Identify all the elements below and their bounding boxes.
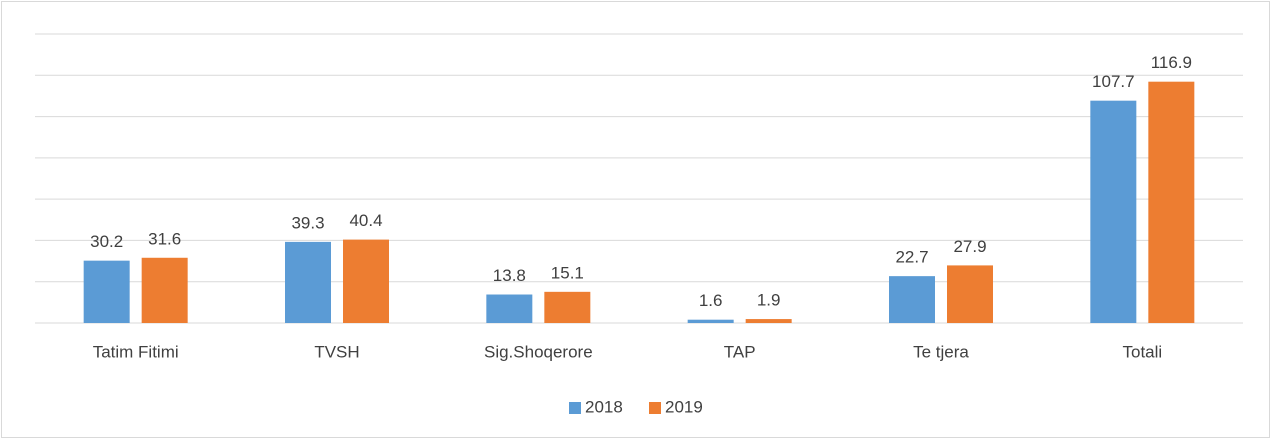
data-label: 1.6 xyxy=(699,291,723,310)
bar xyxy=(947,265,993,323)
bar xyxy=(486,294,533,323)
bar xyxy=(285,241,331,323)
x-tick-label: TVSH xyxy=(314,342,359,361)
x-tick-label: Te tjera xyxy=(913,342,969,361)
bar xyxy=(544,291,591,323)
bar xyxy=(141,257,188,323)
bar xyxy=(1090,100,1137,324)
data-label: 107.7 xyxy=(1092,72,1135,91)
bar xyxy=(687,319,734,323)
bar xyxy=(1148,81,1195,323)
x-tick-label: TAP xyxy=(724,342,756,361)
data-label: 1.9 xyxy=(757,291,781,310)
x-tick-label: Totali xyxy=(1122,342,1162,361)
x-tick-label: Tatim Fitimi xyxy=(93,342,179,361)
data-label: 31.6 xyxy=(148,229,181,248)
data-label: 40.4 xyxy=(349,211,382,230)
x-tick-label: Sig.Shoqerore xyxy=(484,342,593,361)
legend-swatch xyxy=(569,402,581,414)
data-label: 22.7 xyxy=(895,248,928,267)
legend-swatch xyxy=(649,402,661,414)
data-label: 30.2 xyxy=(90,232,123,251)
data-label: 116.9 xyxy=(1151,53,1192,72)
bar xyxy=(745,319,792,323)
bar xyxy=(343,239,389,323)
chart-frame xyxy=(1,1,1270,438)
legend-label: 2019 xyxy=(665,397,703,416)
data-label: 39.3 xyxy=(291,213,324,232)
data-label: 13.8 xyxy=(493,266,526,285)
bar xyxy=(889,276,935,323)
data-label: 15.1 xyxy=(551,263,584,282)
bar xyxy=(83,260,130,323)
data-label: 27.9 xyxy=(953,237,986,256)
legend-label: 2018 xyxy=(585,397,623,416)
